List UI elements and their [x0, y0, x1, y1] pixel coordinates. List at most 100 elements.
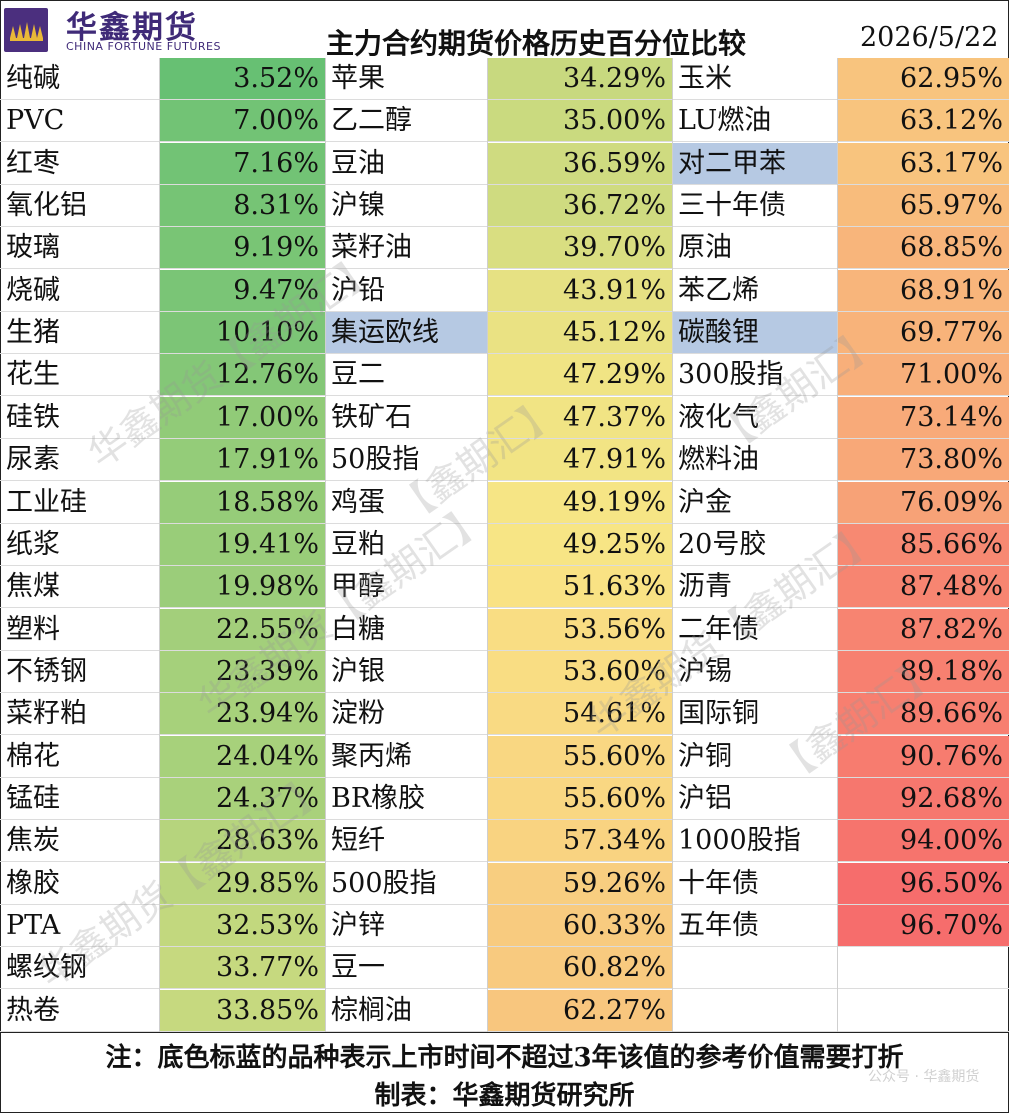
commodity-name: 不锈钢	[0, 651, 159, 693]
percentile-value: 65.97%	[837, 185, 1009, 228]
percentile-value: 53.60%	[487, 650, 672, 693]
table-row: 棉花 24.04% 聚丙烯 55.60% 沪铜 90.76%	[0, 735, 1009, 778]
percentile-value: 24.37%	[159, 777, 325, 820]
percentile-value: 51.63%	[487, 566, 672, 609]
commodity-name: 苹果	[325, 58, 487, 100]
table-row: PTA 32.53% 沪锌 60.33% 五年债 96.70%	[0, 905, 1009, 947]
commodity-name: 棕榈油	[325, 990, 487, 1032]
table-row: 纯碱 3.52% 苹果 34.29% 玉米 62.95%	[0, 58, 1009, 100]
table-row: 纸浆 19.41% 豆粕 49.25% 20号胶 85.66%	[0, 523, 1009, 566]
commodity-name: 豆油	[325, 143, 487, 185]
table-row: 菜籽粕 23.94% 淀粉 54.61% 国际铜 89.66%	[0, 693, 1009, 736]
commodity-name: 沪锡	[672, 651, 837, 693]
percentile-value: 23.94%	[159, 693, 325, 736]
percentile-value: 28.63%	[159, 820, 325, 863]
percentile-value: 59.26%	[487, 862, 672, 905]
commodity-name: 热卷	[0, 990, 159, 1032]
commodity-name: 焦煤	[0, 566, 159, 609]
commodity-name: 碳酸锂	[672, 312, 837, 355]
percentile-value: 17.91%	[159, 439, 325, 482]
table-row: 硅铁 17.00% 铁矿石 47.37% 液化气 73.14%	[0, 396, 1009, 439]
commodity-name: 十年债	[672, 863, 837, 905]
table-row: 螺纹钢 33.77% 豆一 60.82%	[0, 947, 1009, 990]
column-divider	[159, 58, 160, 1032]
percentile-value: 92.68%	[837, 777, 1009, 820]
percentile-value: 33.77%	[159, 947, 325, 990]
percentile-value: 12.76%	[159, 354, 325, 397]
commodity-name: PTA	[0, 905, 159, 947]
percentile-value: 90.76%	[837, 735, 1009, 778]
commodity-name: 橡胶	[0, 863, 159, 905]
commodity-name: 沪铅	[325, 270, 487, 312]
table-row: 尿素 17.91% 50股指 47.91% 燃料油 73.80%	[0, 439, 1009, 482]
column-divider	[837, 58, 838, 1032]
percentile-value: 7.00%	[159, 100, 325, 143]
percentile-value: 18.58%	[159, 481, 325, 524]
commodity-name: 鸡蛋	[325, 482, 487, 524]
table-row: 生猪 10.10% 集运欧线 45.12% 碳酸锂 69.77%	[0, 312, 1009, 355]
commodity-name: 螺纹钢	[0, 947, 159, 990]
footer-note: 注：底色标蓝的品种表示上市时间不超过3年该值的参考价值需要打折 制表：华鑫期货研…	[0, 1032, 1009, 1114]
percentile-value: 10.10%	[159, 312, 325, 355]
commodity-name: 20号胶	[672, 524, 837, 566]
table-row: 不锈钢 23.39% 沪银 53.60% 沪锡 89.18%	[0, 650, 1009, 693]
commodity-name: 沥青	[672, 566, 837, 609]
percentile-value: 73.80%	[837, 439, 1009, 482]
commodity-name: 氧化铝	[0, 185, 159, 228]
table-row: 塑料 22.55% 白糖 53.56% 二年债 87.82%	[0, 608, 1009, 651]
commodity-name: 沪铜	[672, 736, 837, 778]
logo-mark-icon	[10, 22, 43, 41]
logo-english-name: CHINA FORTUNE FUTURES	[66, 40, 221, 53]
percentile-value: 45.12%	[487, 312, 672, 355]
percentile-value: 47.29%	[487, 354, 672, 397]
commodity-name: 尿素	[0, 439, 159, 482]
table-row: 烧碱 9.47% 沪铅 43.91% 苯乙烯 68.91%	[0, 269, 1009, 312]
percentile-value: 87.82%	[837, 608, 1009, 651]
percentile-value: 71.00%	[837, 354, 1009, 397]
percentile-value	[837, 947, 1009, 990]
commodity-name: 花生	[0, 354, 159, 397]
table-row: 热卷 33.85% 棕榈油 62.27%	[0, 989, 1009, 1032]
commodity-name: 淀粉	[325, 693, 487, 736]
commodity-name: PVC	[0, 100, 159, 143]
percentile-value: 62.27%	[487, 989, 672, 1032]
percentile-value: 36.72%	[487, 185, 672, 228]
percentile-value: 96.50%	[837, 862, 1009, 905]
commodity-name: 生猪	[0, 312, 159, 355]
percentile-value: 94.00%	[837, 820, 1009, 863]
column-divider	[487, 58, 488, 1032]
commodity-name: 短纤	[325, 820, 487, 863]
commodity-name: 乙二醇	[325, 100, 487, 143]
commodity-name: 硅铁	[0, 397, 159, 439]
percentile-value: 62.95%	[837, 58, 1009, 100]
percentile-value: 73.14%	[837, 396, 1009, 439]
percentile-value: 8.31%	[159, 185, 325, 228]
percentile-value: 60.82%	[487, 947, 672, 990]
commodity-name: 菜籽油	[325, 227, 487, 270]
commodity-name: LU燃油	[672, 100, 837, 143]
commodity-name: 燃料油	[672, 439, 837, 482]
percentile-value: 39.70%	[487, 227, 672, 270]
column-divider	[325, 58, 326, 1032]
percentile-value: 60.33%	[487, 905, 672, 947]
percentile-value: 76.09%	[837, 481, 1009, 524]
commodity-name: 玻璃	[0, 227, 159, 270]
commodity-name: 纸浆	[0, 524, 159, 566]
commodity-name: 三十年债	[672, 185, 837, 228]
commodity-name	[672, 947, 837, 990]
commodity-name: 苯乙烯	[672, 270, 837, 312]
percentile-value: 29.85%	[159, 862, 325, 905]
percentile-value: 85.66%	[837, 523, 1009, 566]
percentile-value: 34.29%	[487, 58, 672, 100]
percentile-value: 49.19%	[487, 481, 672, 524]
page-title: 主力合约期货价格历史百分位比较	[326, 27, 747, 60]
percentile-value: 19.98%	[159, 566, 325, 609]
commodity-name	[672, 990, 837, 1032]
percentile-value: 89.66%	[837, 693, 1009, 736]
commodity-name: 500股指	[325, 863, 487, 905]
commodity-name: 对二甲苯	[672, 142, 837, 185]
percentile-value: 22.55%	[159, 608, 325, 651]
percentile-value: 55.60%	[487, 735, 672, 778]
table-row: PVC 7.00% 乙二醇 35.00% LU燃油 63.12%	[0, 100, 1009, 143]
commodity-name: 国际铜	[672, 693, 837, 736]
